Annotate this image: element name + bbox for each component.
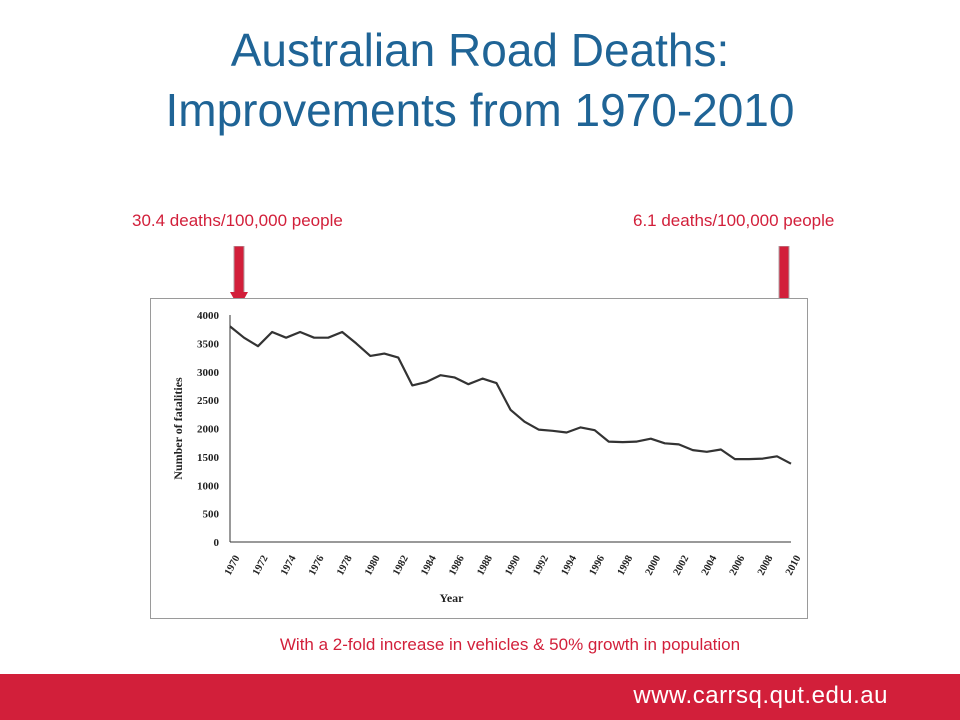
x-tick-label: 1970 (223, 554, 243, 578)
y-axis-label: Number of fatalities (171, 377, 185, 480)
y-tick-label: 3500 (197, 338, 220, 350)
title-line-1: Australian Road Deaths: (230, 24, 730, 76)
footer-url[interactable]: www.carrsq.qut.edu.au (633, 682, 888, 709)
x-tick-label: 1982 (391, 554, 411, 578)
line-chart: 0 500 1000 1500 2000 2500 3000 3500 4000 1970 1972… (171, 310, 804, 605)
slide-title: Australian Road Deaths: Improvements fro… (0, 20, 960, 140)
x-tick-label: 1992 (531, 554, 551, 578)
x-tick-label: 1998 (616, 554, 636, 578)
y-tick-label: 4000 (197, 310, 220, 322)
x-tick-label: 1980 (363, 554, 383, 578)
y-tick-label: 1500 (197, 452, 220, 464)
footer-bar: www.carrsq.qut.edu.au (0, 674, 960, 720)
x-tick-label: 2010 (784, 554, 804, 578)
y-tick-label: 2500 (197, 395, 220, 407)
x-tick-label: 2004 (700, 553, 720, 577)
callout-right: 6.1 deaths/100,000 people (633, 211, 835, 230)
x-tick-label: 2006 (728, 554, 748, 578)
x-tick-label: 2008 (756, 554, 776, 578)
x-tick-label: 1978 (335, 554, 355, 578)
y-tick-label: 0 (214, 537, 220, 549)
chart-frame: 0 500 1000 1500 2000 2500 3000 3500 4000 1970 1972… (150, 298, 808, 619)
x-axis-label: Year (440, 591, 465, 605)
x-tick-label: 1974 (279, 553, 299, 577)
x-tick-label: 1990 (503, 554, 523, 578)
x-tick-label: 1972 (251, 554, 271, 578)
fatalities-series-line (229, 325, 792, 465)
x-tick-label: 1994 (560, 553, 580, 577)
x-tick-label: 1986 (447, 554, 467, 578)
x-tick-label: 1976 (307, 554, 327, 578)
callout-left: 30.4 deaths/100,000 people (132, 211, 343, 230)
x-tick-label: 1996 (588, 554, 608, 578)
y-tick-label: 2000 (197, 424, 220, 436)
caption: With a 2-fold increase in vehicles & 50%… (279, 635, 741, 654)
x-tick-label: 2000 (644, 554, 664, 578)
y-tick-label: 500 (203, 509, 220, 521)
y-tick-label: 3000 (197, 367, 220, 379)
y-tick-label: 1000 (197, 480, 220, 492)
title-line-2: Improvements from 1970-2010 (165, 84, 795, 136)
x-tick-label: 2002 (672, 554, 692, 578)
x-tick-label: 1988 (475, 554, 495, 578)
x-tick-label: 1984 (419, 553, 439, 577)
